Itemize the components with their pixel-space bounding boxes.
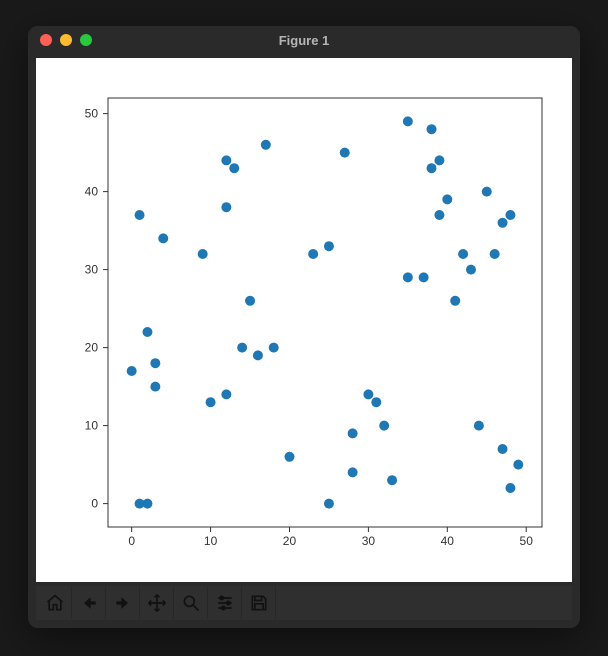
forward-button[interactable] (106, 587, 140, 619)
save-button[interactable] (242, 587, 276, 619)
svg-text:40: 40 (441, 534, 455, 548)
pan-icon (147, 593, 167, 613)
save-icon (249, 593, 269, 613)
svg-text:40: 40 (85, 185, 99, 199)
zoom-button[interactable] (174, 587, 208, 619)
svg-text:20: 20 (283, 534, 297, 548)
titlebar[interactable]: Figure 1 (28, 26, 580, 54)
minimize-icon[interactable] (60, 34, 72, 46)
svg-text:10: 10 (85, 419, 99, 433)
forward-icon (113, 593, 133, 613)
svg-text:30: 30 (362, 534, 376, 548)
zoom-window-icon[interactable] (80, 34, 92, 46)
svg-text:50: 50 (520, 534, 534, 548)
scatter-plot: 0 10 20 30 40 50 0 10 20 30 40 50 (36, 58, 572, 582)
window-title: Figure 1 (28, 33, 580, 48)
svg-text:0: 0 (128, 534, 135, 548)
back-icon (79, 593, 99, 613)
figure-window: Figure 1 0 10 20 30 40 50 0 10 20 30 40 50 (28, 26, 580, 628)
close-icon[interactable] (40, 34, 52, 46)
traffic-lights (28, 34, 92, 46)
svg-text:30: 30 (85, 263, 99, 277)
svg-text:20: 20 (85, 341, 99, 355)
back-button[interactable] (72, 587, 106, 619)
configure-button[interactable] (208, 587, 242, 619)
svg-text:0: 0 (91, 497, 98, 511)
plot-canvas[interactable]: 0 10 20 30 40 50 0 10 20 30 40 50 (36, 58, 572, 582)
home-button[interactable] (38, 587, 72, 619)
svg-text:10: 10 (204, 534, 218, 548)
pan-button[interactable] (140, 587, 174, 619)
zoom-icon (181, 593, 201, 613)
home-icon (45, 593, 65, 613)
matplotlib-toolbar (36, 586, 572, 620)
svg-text:50: 50 (85, 107, 99, 121)
configure-icon (215, 593, 235, 613)
